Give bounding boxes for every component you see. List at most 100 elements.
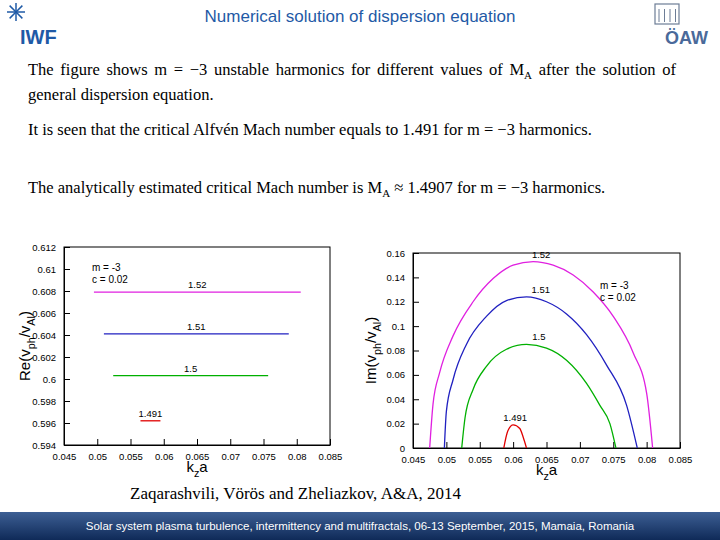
x-tick-label: 0.06 <box>155 451 174 462</box>
y-tick-label: 0.1 <box>392 321 405 332</box>
y-tick-mark <box>64 335 70 336</box>
y-tick: 0.6 <box>43 374 70 385</box>
plot-frame <box>64 247 330 445</box>
series-label: 1.51 <box>532 284 551 295</box>
subscript: A <box>524 69 532 81</box>
x-tick-mark <box>297 439 298 445</box>
y-tick: 0.12 <box>387 296 420 307</box>
x-tick-label: 0.05 <box>438 454 457 465</box>
x-tick-label: 0.08 <box>288 451 307 462</box>
text-run: The analytically estimated critical Mach… <box>28 178 382 197</box>
logo-text: ÖAW <box>665 28 708 48</box>
y-tick: 0.612 <box>32 242 70 253</box>
logo-column <box>659 9 660 22</box>
series-line <box>430 262 653 448</box>
y-tick-label: 0.602 <box>32 352 56 363</box>
x-tick-label: 0.085 <box>669 454 693 465</box>
x-tick-mark <box>131 439 132 445</box>
y-axis-line <box>64 248 65 446</box>
text-run: a <box>549 461 558 478</box>
x-tick-label: 0.075 <box>602 454 626 465</box>
x-tick: 0.085 <box>669 442 693 465</box>
text-run: It is seen that the critical Alfvén Mach… <box>28 120 592 139</box>
subscript: ph <box>25 337 37 349</box>
x-tick: 0.055 <box>468 442 492 465</box>
y-tick-mark <box>413 302 419 303</box>
x-tick: 0.08 <box>288 439 307 462</box>
y-tick: 0.06 <box>387 369 420 380</box>
series-line <box>462 344 616 448</box>
y-tick-label: 0.02 <box>387 418 406 429</box>
logo-column <box>675 9 676 22</box>
y-tick-mark <box>64 269 70 270</box>
citation: Zaqarashvili, Vörös and Zheliazkov, A&A,… <box>130 484 461 503</box>
text-run: ) <box>362 317 379 322</box>
series-line <box>113 375 268 376</box>
x-tick-mark <box>97 439 98 445</box>
y-tick: 0.606 <box>32 308 70 319</box>
y-tick-label: 0.594 <box>32 440 56 451</box>
series-line <box>504 425 527 448</box>
y-axis-title: Im(vph/vAl) <box>362 317 383 384</box>
x-tick-label: 0.055 <box>468 454 492 465</box>
y-tick-mark <box>64 247 70 248</box>
y-tick: 0.598 <box>32 396 70 407</box>
text-run: Im(v <box>362 355 379 385</box>
series-labels: 1.521.511.51.491 <box>503 249 550 423</box>
annotation: m = -3 <box>600 280 629 291</box>
y-tick: 0.602 <box>32 352 70 363</box>
y-tick: 0.594 <box>32 440 70 451</box>
y-tick-label: 0.6 <box>43 374 56 385</box>
x-tick-mark <box>680 442 681 448</box>
series-label: 1.491 <box>503 412 527 423</box>
x-tick-label: 0.075 <box>252 451 276 462</box>
annotation: c = 0.02 <box>92 274 128 285</box>
paragraph: The analytically estimated critical Mach… <box>28 178 676 203</box>
logo-left: IWF <box>7 3 57 48</box>
y-tick-label: 0.612 <box>32 242 56 253</box>
x-tick-label: 0.085 <box>319 451 343 462</box>
y-tick-label: 0.08 <box>387 345 406 356</box>
logo-ray <box>10 6 16 12</box>
slide-title: Numerical solution of dispersion equatio… <box>205 7 516 26</box>
y-tick: 0 <box>400 443 419 454</box>
x-tick-label: 0.045 <box>53 451 77 462</box>
x-tick: 0.075 <box>602 442 626 465</box>
text-run: The figure shows m = −3 unstable harmoni… <box>28 60 524 79</box>
logo-ray <box>10 12 16 18</box>
logo-column <box>670 9 671 22</box>
y-tick: 0.596 <box>32 418 70 429</box>
logo-ray <box>16 12 22 18</box>
y-tick-mark <box>64 401 70 402</box>
y-tick: 0.608 <box>32 286 70 297</box>
series-label: 1.5 <box>532 331 545 342</box>
x-tick: 0.05 <box>438 442 457 465</box>
x-tick: 0.075 <box>252 439 276 462</box>
y-tick-label: 0.16 <box>387 248 406 259</box>
y-tick-label: 0.12 <box>387 296 406 307</box>
series-line <box>94 291 301 292</box>
x-axis-line <box>65 445 331 446</box>
footer-bar <box>0 512 720 540</box>
x-tick: 0.05 <box>89 439 108 462</box>
x-tick-mark <box>197 439 198 445</box>
y-tick: 0.16 <box>387 248 420 259</box>
logo-column <box>664 9 665 22</box>
y-axis: 00.020.040.060.080.10.120.140.16 <box>387 248 420 454</box>
x-tick: 0.055 <box>119 439 143 462</box>
x-tick: 0.06 <box>504 442 523 465</box>
text-run: Re(v <box>16 349 33 381</box>
y-tick-mark <box>413 375 419 376</box>
y-tick-label: 0 <box>400 443 405 454</box>
paragraph: The figure shows m = −3 unstable harmoni… <box>28 60 676 104</box>
series-label: 1.52 <box>188 279 207 290</box>
y-tick-mark <box>413 424 419 425</box>
x-tick-mark <box>164 439 165 445</box>
subscript: A <box>382 187 390 199</box>
x-tick: 0.06 <box>155 439 174 462</box>
x-tick-mark <box>264 439 265 445</box>
y-tick-mark <box>413 326 419 327</box>
x-tick-mark <box>613 442 614 448</box>
x-tick-mark <box>480 442 481 448</box>
y-tick-mark <box>64 357 70 358</box>
